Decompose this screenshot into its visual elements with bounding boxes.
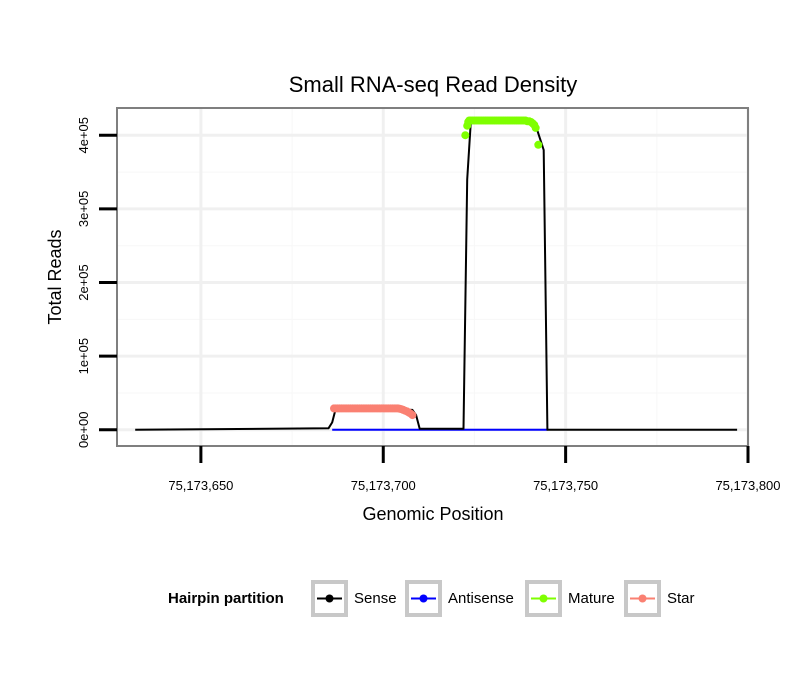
legend: Hairpin partition Sense Antisense Mature St… bbox=[168, 580, 695, 617]
legend-label-mature: Mature bbox=[568, 590, 615, 607]
legend-key-point-antisense bbox=[419, 594, 428, 603]
chart-title: Small RNA-seq Read Density bbox=[289, 72, 578, 97]
mature-data-point bbox=[531, 123, 540, 132]
legend-title: Hairpin partition bbox=[168, 590, 284, 607]
legend-label-sense: Sense bbox=[354, 590, 397, 607]
y-tick-label: 0e+00 bbox=[76, 412, 91, 449]
x-tick-label: 75,173,700 bbox=[351, 478, 416, 493]
y-tick-label: 4e+05 bbox=[76, 117, 91, 154]
x-tick-label: 75,173,800 bbox=[715, 478, 780, 493]
y-tick-label: 2e+05 bbox=[76, 264, 91, 301]
y-tick-label: 1e+05 bbox=[76, 338, 91, 375]
y-axis-title: Total Reads bbox=[45, 229, 65, 324]
plot-border bbox=[116, 107, 749, 447]
mature-data-point bbox=[461, 131, 470, 140]
legend-label-antisense: Antisense bbox=[448, 590, 514, 607]
y-axis: 0e+00 1e+05 2e+05 3e+05 4e+05 bbox=[76, 117, 117, 448]
x-axis-title: Genomic Position bbox=[362, 504, 503, 524]
mature-data-point bbox=[534, 140, 543, 149]
x-tick-label: 75,173,650 bbox=[168, 478, 233, 493]
x-axis: 75,173,650 75,173,700 75,173,750 75,173,800 bbox=[168, 446, 781, 493]
legend-key-point-star bbox=[638, 594, 647, 603]
series-points bbox=[330, 116, 543, 420]
legend-key-point-mature bbox=[539, 594, 548, 603]
plot-panel bbox=[117, 108, 748, 446]
x-tick-label: 75,173,750 bbox=[533, 478, 598, 493]
legend-label-star: Star bbox=[667, 590, 695, 607]
legend-key-point-sense bbox=[325, 594, 334, 603]
star-data-point bbox=[408, 411, 417, 420]
y-tick-label: 3e+05 bbox=[76, 191, 91, 228]
